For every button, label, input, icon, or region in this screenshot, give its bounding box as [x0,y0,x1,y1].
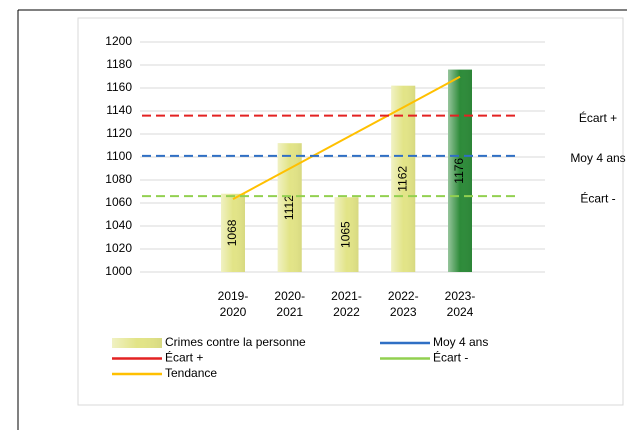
y-tick-label: 1120 [106,126,132,140]
bar-shine [221,193,245,272]
x-tick-label: 2019-2020 [217,289,249,319]
value-label: 1176 [452,158,466,184]
value-label: 1065 [339,221,353,248]
legend-label: Écart - [433,350,468,365]
legend-label: Moy 4 ans [433,335,488,349]
value-label: 1068 [225,219,239,246]
legend-label: Écart + [165,350,203,365]
y-tick-label: 1100 [106,149,132,163]
bar-shine [391,85,416,272]
y-tick-label: 1020 [105,241,132,255]
reference-label: Écart + [579,110,617,125]
x-tick-label: 2022-2023 [387,289,419,319]
reference-label: Moy 4 ans [570,151,625,165]
bar-shine [448,69,472,272]
reference-label: Écart - [580,190,615,205]
y-tick-label: 1140 [106,103,132,117]
value-label: 1112 [282,195,296,220]
bar-shine [334,197,359,272]
legend-label: Tendance [165,366,217,380]
y-tick-label: 1160 [106,80,132,94]
trend-line [232,75,461,200]
x-tick-label: 2023-2024 [444,289,476,319]
y-tick-label: 1080 [105,172,132,186]
x-tick-label: 2021-2022 [331,289,362,319]
y-tick-label: 1060 [105,195,132,209]
legend-swatch-shine [112,338,162,348]
y-tick-label: 1000 [105,264,132,278]
y-tick-label: 1040 [105,218,132,232]
y-tick-label: 1180 [106,57,132,71]
value-label: 1162 [395,166,409,192]
y-tick-label: 1200 [105,34,132,48]
x-tick-label: 2020-2021 [274,289,306,319]
legend-label: Crimes contre la personne [165,335,306,349]
plot-frame [77,17,624,406]
